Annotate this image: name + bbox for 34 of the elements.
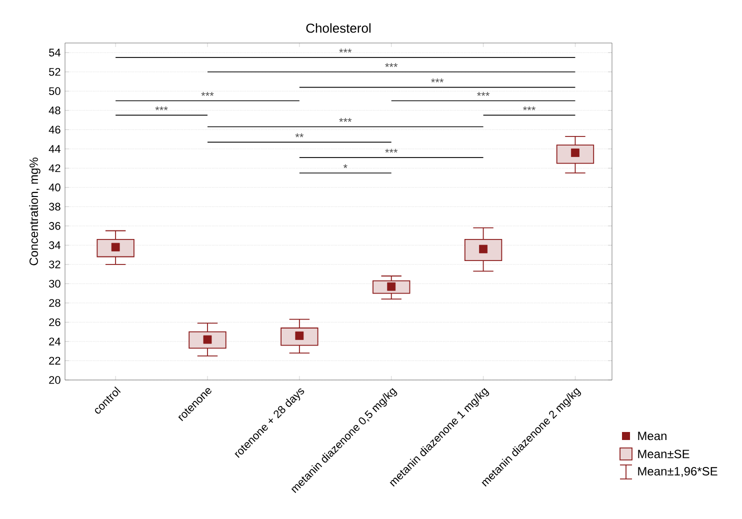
chart-title: Cholesterol xyxy=(306,23,370,33)
y-tick-label: 50 xyxy=(49,87,60,96)
y-tick-label: 26 xyxy=(49,318,60,326)
y-tick-label: 44 xyxy=(48,145,60,153)
y-tick-label: 28 xyxy=(49,299,60,307)
y-tick-label: 36 xyxy=(48,222,60,230)
y-axis-title: Concentration, mg% xyxy=(29,158,40,266)
text: Mean xyxy=(638,432,666,440)
y-tick-label: 34 xyxy=(48,241,60,250)
annotation: *** xyxy=(385,63,398,67)
text: Mean±SE xyxy=(638,450,690,458)
annotation: *** xyxy=(477,92,490,96)
y-tick-label: 20 xyxy=(49,376,60,384)
annotation: *** xyxy=(431,78,444,82)
y-tick-label: 30 xyxy=(48,280,60,288)
annotation: * xyxy=(343,164,348,168)
annotation: *** xyxy=(339,48,352,53)
y-tick-label: 42 xyxy=(48,164,60,172)
y-tick-label: 40 xyxy=(48,184,60,192)
annotation: *** xyxy=(201,92,214,96)
y-tick-label: 32 xyxy=(48,260,60,268)
text: Mean±1,96*SE xyxy=(638,467,718,477)
annotation: *** xyxy=(155,106,168,110)
y-tick-label: 38 xyxy=(48,202,60,211)
annotation: *** xyxy=(385,148,398,153)
y-tick-label: 46 xyxy=(48,126,60,134)
y-tick-label: 22 xyxy=(49,356,60,365)
y-tick-label: 48 xyxy=(48,106,60,114)
y-tick-label: 52 xyxy=(49,68,60,76)
y-tick-label: 24 xyxy=(49,338,60,346)
annotation: *** xyxy=(339,118,352,122)
annotation: ** xyxy=(295,133,304,138)
annotation: *** xyxy=(523,106,536,110)
y-tick-label: 54 xyxy=(49,48,60,56)
